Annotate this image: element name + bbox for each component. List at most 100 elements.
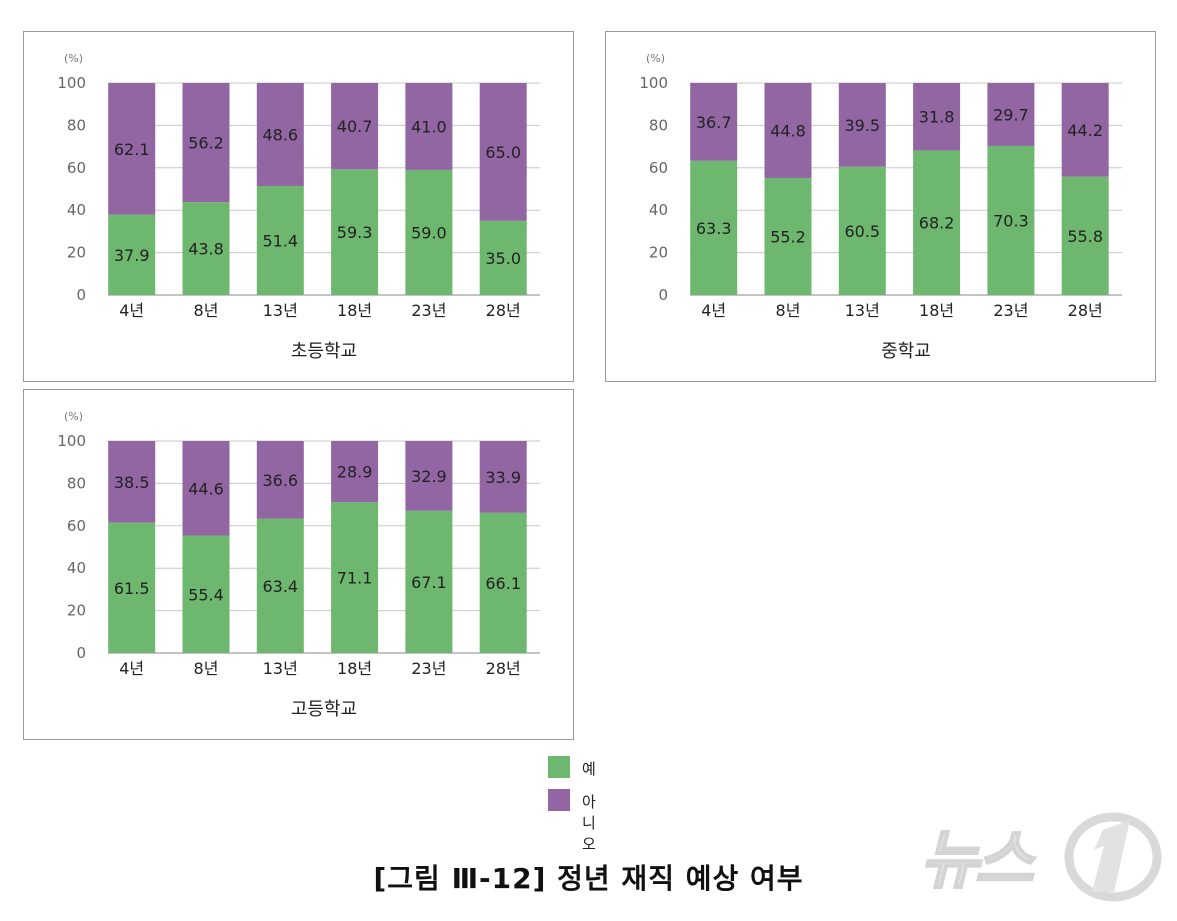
bar-segment-yes bbox=[405, 169, 453, 295]
data-label: 39.5 bbox=[844, 116, 880, 135]
unit-label: (%) bbox=[64, 410, 83, 423]
y-tick-label: 80 bbox=[649, 116, 668, 134]
y-tick-label: 100 bbox=[57, 74, 86, 92]
data-label: 29.7 bbox=[993, 105, 1029, 124]
bar-segment-no bbox=[108, 83, 156, 215]
data-label: 68.2 bbox=[919, 214, 955, 233]
y-tick-label: 40 bbox=[67, 559, 86, 577]
legend-label-no: 아니오 bbox=[582, 793, 596, 853]
y-tick-label: 0 bbox=[76, 644, 86, 662]
bar-segment-no bbox=[256, 83, 304, 187]
data-label: 60.5 bbox=[844, 222, 880, 241]
x-tick-label: 8년 bbox=[194, 659, 219, 678]
y-tick-label: 0 bbox=[658, 286, 668, 304]
legend-swatch-no bbox=[548, 789, 570, 811]
data-label: 55.2 bbox=[770, 227, 806, 246]
data-label: 28.9 bbox=[337, 463, 373, 482]
data-label: 59.0 bbox=[411, 223, 447, 242]
bar-segment-no bbox=[764, 83, 812, 178]
data-label: 33.9 bbox=[485, 468, 521, 487]
bar-segment-no bbox=[256, 441, 304, 519]
chart-title: 고등학교 bbox=[291, 699, 357, 720]
chart-title: 중학교 bbox=[881, 341, 931, 362]
y-tick-label: 20 bbox=[67, 602, 86, 620]
data-label: 44.6 bbox=[188, 479, 224, 498]
bar-segment-yes bbox=[331, 169, 379, 295]
news1-logo-icon: 뉴스 bbox=[919, 812, 1162, 902]
chart-panel-high: (%) 0 20 40 60 80 100 61.5 38.5 4년 55.4 44.6 8년 63.4 3… bbox=[23, 389, 574, 740]
bar-segment-no bbox=[331, 441, 379, 503]
bar-segment-yes bbox=[913, 150, 961, 295]
y-tick-label: 40 bbox=[649, 201, 668, 219]
data-label: 44.2 bbox=[1067, 121, 1103, 140]
y-tick-label: 80 bbox=[67, 474, 86, 492]
data-label: 32.9 bbox=[411, 467, 447, 486]
unit-label: (%) bbox=[64, 52, 83, 65]
chart-svg: (%) 0 20 40 60 80 100 63.3 36.7 4년 55.2 44.8 8년 60.5 3… bbox=[639, 52, 1122, 362]
figure-caption: [그림 Ⅲ-12] 정년 재직 예상 여부 bbox=[373, 862, 804, 895]
watermark-circle bbox=[1064, 812, 1162, 902]
legend-swatch-yes bbox=[548, 756, 570, 778]
y-tick-label: 100 bbox=[639, 74, 668, 92]
bar-segment-no bbox=[838, 83, 886, 167]
data-label: 37.9 bbox=[114, 246, 150, 265]
bar-segment-yes bbox=[182, 535, 230, 653]
x-tick-label: 13년 bbox=[845, 301, 880, 320]
y-tick-label: 80 bbox=[67, 116, 86, 134]
bar-segment-yes bbox=[838, 166, 886, 295]
bar-segment-no bbox=[1061, 83, 1109, 177]
y-tick-label: 60 bbox=[649, 159, 668, 177]
bar-segment-yes bbox=[479, 512, 527, 653]
bar-segment-no bbox=[182, 441, 230, 536]
data-label: 41.0 bbox=[411, 117, 447, 136]
chart-panel-elementary: (%) 0 20 40 60 80 100 37.9 62.1 4년 43.8 56.2 8년 51.4 4… bbox=[23, 31, 574, 382]
x-tick-label: 18년 bbox=[337, 659, 372, 678]
data-label: 35.0 bbox=[485, 249, 521, 268]
x-tick-label: 28년 bbox=[486, 301, 521, 320]
data-label: 63.3 bbox=[696, 219, 732, 238]
bar-segment-yes bbox=[256, 518, 304, 653]
x-tick-label: 18년 bbox=[337, 301, 372, 320]
bar-segment-yes bbox=[108, 522, 156, 653]
x-tick-label: 28년 bbox=[486, 659, 521, 678]
x-tick-label: 28년 bbox=[1068, 301, 1103, 320]
bar-segment-yes bbox=[987, 145, 1035, 295]
bar-segment-no bbox=[479, 441, 527, 513]
data-label: 66.1 bbox=[485, 574, 521, 593]
data-label: 44.8 bbox=[770, 121, 806, 140]
bar-segment-no bbox=[913, 83, 961, 151]
x-tick-label: 23년 bbox=[411, 659, 446, 678]
watermark-text: 뉴스 bbox=[920, 824, 1036, 896]
x-tick-label: 8년 bbox=[194, 301, 219, 320]
data-label: 40.7 bbox=[337, 117, 373, 136]
y-tick-label: 20 bbox=[649, 244, 668, 262]
data-label: 48.6 bbox=[262, 126, 298, 145]
bar-segment-yes bbox=[405, 510, 453, 653]
x-tick-label: 18년 bbox=[919, 301, 954, 320]
bar-segment-yes bbox=[108, 214, 156, 295]
bar-segment-no bbox=[108, 441, 156, 523]
bar-segment-yes bbox=[764, 177, 812, 295]
x-tick-label: 4년 bbox=[119, 301, 144, 320]
x-tick-label: 4년 bbox=[119, 659, 144, 678]
chart-svg: (%) 0 20 40 60 80 100 61.5 38.5 4년 55.4 44.6 8년 63.4 3… bbox=[57, 410, 540, 720]
bar-segment-yes bbox=[331, 502, 379, 653]
bar-segment-no bbox=[331, 83, 379, 170]
chart-svg: (%) 0 20 40 60 80 100 37.9 62.1 4년 43.8 56.2 8년 51.4 4… bbox=[57, 52, 540, 362]
bar-segment-no bbox=[987, 83, 1035, 146]
data-label: 36.6 bbox=[262, 471, 298, 490]
bar-segment-no bbox=[405, 83, 453, 170]
watermark-one bbox=[1092, 820, 1130, 892]
data-label: 55.4 bbox=[188, 585, 224, 604]
y-tick-label: 60 bbox=[67, 159, 86, 177]
bar-segment-no bbox=[182, 83, 230, 203]
y-tick-label: 0 bbox=[76, 286, 86, 304]
data-label: 62.1 bbox=[114, 140, 150, 159]
bar-segment-yes bbox=[182, 202, 230, 295]
data-label: 51.4 bbox=[262, 232, 298, 251]
data-label: 71.1 bbox=[337, 569, 373, 588]
x-tick-label: 8년 bbox=[776, 301, 801, 320]
data-label: 67.1 bbox=[411, 573, 447, 592]
y-tick-label: 100 bbox=[57, 432, 86, 450]
unit-label: (%) bbox=[646, 52, 665, 65]
